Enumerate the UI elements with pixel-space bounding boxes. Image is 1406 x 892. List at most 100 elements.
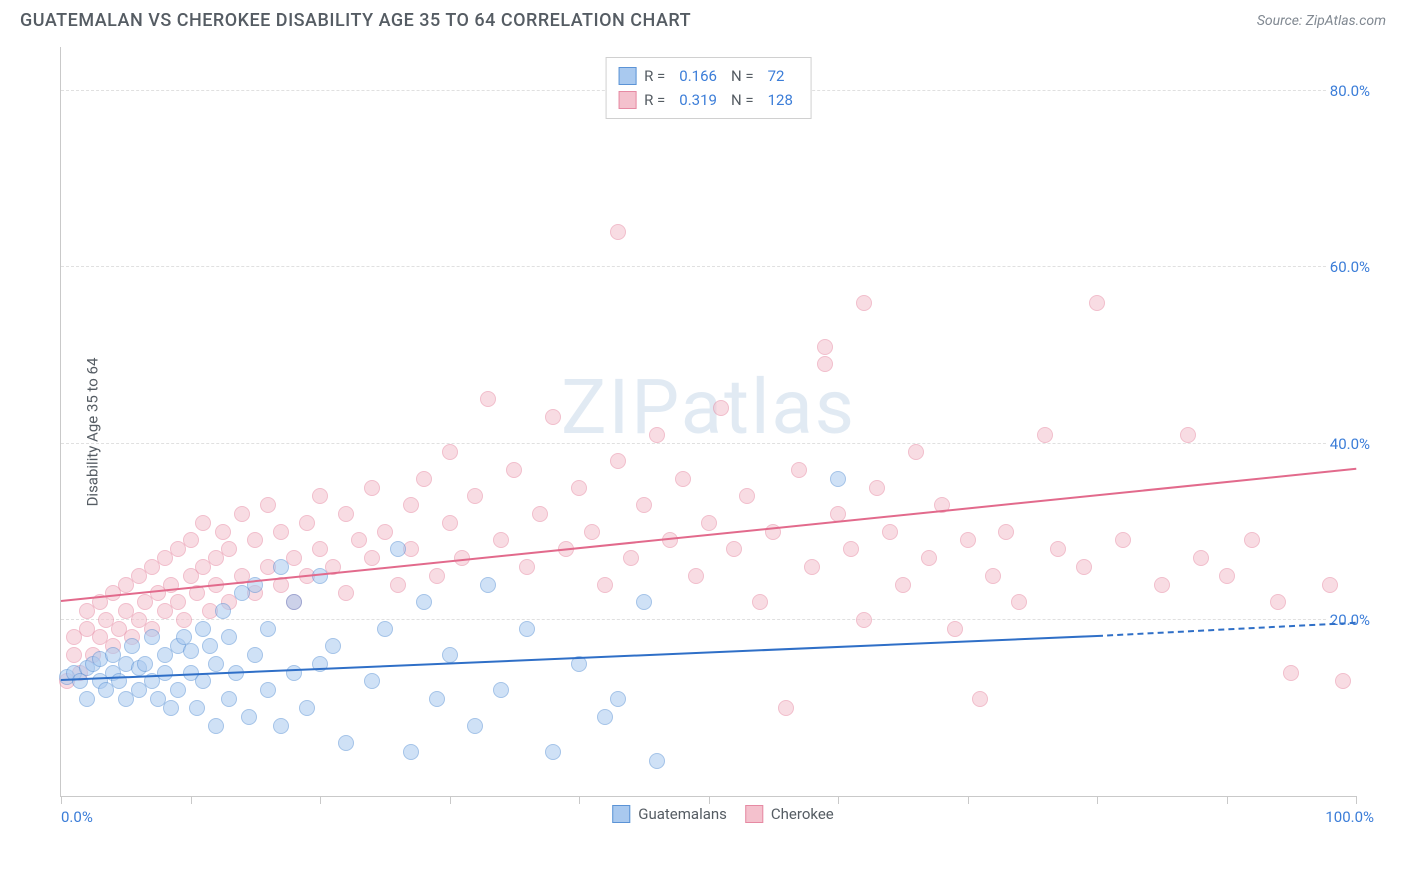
x-tick bbox=[61, 796, 62, 804]
data-point bbox=[675, 471, 691, 487]
data-point bbox=[364, 550, 380, 566]
data-point bbox=[1283, 665, 1299, 681]
data-point bbox=[972, 691, 988, 707]
data-point bbox=[221, 691, 237, 707]
data-point bbox=[713, 400, 729, 416]
data-point bbox=[597, 577, 613, 593]
swatch-guatemalans bbox=[618, 67, 636, 85]
data-point bbox=[506, 462, 522, 478]
data-point bbox=[1037, 427, 1053, 443]
data-point bbox=[377, 621, 393, 637]
x-tick bbox=[709, 796, 710, 804]
data-point bbox=[286, 594, 302, 610]
data-point bbox=[338, 735, 354, 751]
data-point bbox=[739, 488, 755, 504]
data-point bbox=[584, 524, 600, 540]
data-point bbox=[908, 444, 924, 460]
data-point bbox=[260, 497, 276, 513]
data-point bbox=[221, 541, 237, 557]
data-point bbox=[390, 577, 406, 593]
data-point bbox=[170, 594, 186, 610]
data-point bbox=[804, 559, 820, 575]
legend-row-guatemalans: R = 0.166 N = 72 bbox=[618, 64, 799, 88]
data-point bbox=[221, 629, 237, 645]
data-point bbox=[170, 682, 186, 698]
data-point bbox=[312, 541, 328, 557]
x-tick bbox=[579, 796, 580, 804]
correlation-legend: R = 0.166 N = 72 R = 0.319 N = 128 bbox=[605, 57, 812, 119]
data-point bbox=[649, 427, 665, 443]
data-point bbox=[208, 656, 224, 672]
data-point bbox=[688, 568, 704, 584]
data-point bbox=[299, 515, 315, 531]
data-point bbox=[163, 700, 179, 716]
data-point bbox=[1335, 673, 1351, 689]
data-point bbox=[273, 559, 289, 575]
data-point bbox=[286, 665, 302, 681]
data-point bbox=[1270, 594, 1286, 610]
data-point bbox=[610, 691, 626, 707]
data-point bbox=[195, 621, 211, 637]
r-label: R = bbox=[644, 88, 665, 112]
n-label: N = bbox=[731, 88, 754, 112]
y-tick-label: 40.0% bbox=[1326, 435, 1374, 453]
data-point bbox=[241, 709, 257, 725]
r-value-guatemalans: 0.166 bbox=[673, 64, 723, 88]
data-point bbox=[843, 541, 859, 557]
data-point bbox=[273, 524, 289, 540]
n-value-guatemalans: 72 bbox=[762, 64, 791, 88]
data-point bbox=[817, 339, 833, 355]
data-point bbox=[1154, 577, 1170, 593]
data-point bbox=[649, 753, 665, 769]
plot-area: ZIPatlas R = 0.166 N = 72 R = 0.319 N = … bbox=[60, 47, 1356, 797]
legend-row-cherokee: R = 0.319 N = 128 bbox=[618, 88, 799, 112]
data-point bbox=[79, 691, 95, 707]
data-point bbox=[442, 647, 458, 663]
data-point bbox=[299, 700, 315, 716]
chart-title: GUATEMALAN VS CHEROKEE DISABILITY AGE 35… bbox=[20, 10, 691, 31]
data-point bbox=[260, 682, 276, 698]
data-point bbox=[403, 497, 419, 513]
x-tick bbox=[1356, 796, 1357, 804]
data-point bbox=[416, 594, 432, 610]
data-point bbox=[416, 471, 432, 487]
data-point bbox=[247, 647, 263, 663]
x-tick bbox=[450, 796, 451, 804]
data-point bbox=[195, 515, 211, 531]
data-point bbox=[189, 700, 205, 716]
data-point bbox=[312, 488, 328, 504]
data-point bbox=[869, 480, 885, 496]
data-point bbox=[752, 594, 768, 610]
data-point bbox=[215, 603, 231, 619]
data-point bbox=[1219, 568, 1235, 584]
data-point bbox=[778, 700, 794, 716]
x-tick bbox=[1227, 796, 1228, 804]
series-label: Cherokee bbox=[771, 805, 834, 823]
trend-line bbox=[1097, 622, 1356, 637]
data-point bbox=[1076, 559, 1092, 575]
data-point bbox=[1180, 427, 1196, 443]
data-point bbox=[921, 550, 937, 566]
n-label: N = bbox=[731, 64, 754, 88]
data-point bbox=[467, 718, 483, 734]
data-point bbox=[1115, 532, 1131, 548]
data-point bbox=[493, 682, 509, 698]
data-point bbox=[377, 524, 393, 540]
swatch-guatemalans bbox=[612, 805, 630, 823]
data-point bbox=[137, 656, 153, 672]
data-point bbox=[610, 453, 626, 469]
data-point bbox=[260, 621, 276, 637]
data-point bbox=[519, 621, 535, 637]
data-point bbox=[403, 744, 419, 760]
data-point bbox=[636, 594, 652, 610]
data-point bbox=[215, 524, 231, 540]
data-point bbox=[662, 532, 678, 548]
data-point bbox=[157, 665, 173, 681]
x-tick bbox=[320, 796, 321, 804]
data-point bbox=[124, 638, 140, 654]
data-point bbox=[202, 638, 218, 654]
n-value-cherokee: 128 bbox=[762, 88, 799, 112]
data-point bbox=[183, 532, 199, 548]
x-start-label: 0.0% bbox=[61, 808, 93, 826]
data-point bbox=[467, 488, 483, 504]
